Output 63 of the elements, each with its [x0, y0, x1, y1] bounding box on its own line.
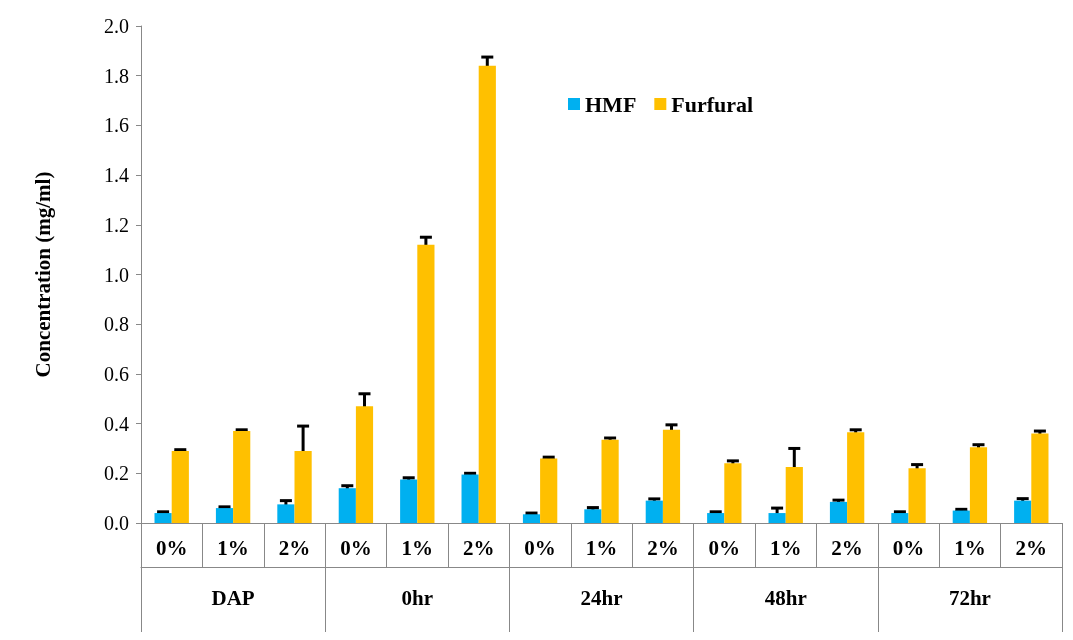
legend-label: Furfural — [671, 91, 754, 117]
bar — [355, 406, 374, 523]
bar — [417, 244, 435, 523]
bar — [847, 432, 865, 523]
y-tick-label: 1.0 — [104, 263, 129, 286]
y-tick-label: 0.8 — [104, 313, 129, 336]
bar — [645, 500, 663, 523]
bar — [478, 65, 496, 523]
bar — [662, 429, 681, 523]
x-tick-label: 1% — [401, 535, 434, 560]
text: DAP — [211, 585, 255, 610]
legend-label: HMF — [585, 91, 637, 117]
y-tick-label: 2.0 — [104, 15, 129, 37]
bar — [724, 463, 742, 523]
x-tick-label: 0% — [155, 535, 188, 560]
y-tick-label: 0.6 — [104, 362, 129, 385]
bar — [461, 474, 479, 523]
y-tick-label: 1.6 — [104, 114, 129, 137]
bar — [707, 513, 725, 523]
bar — [540, 458, 558, 523]
x-tick-label: 0% — [892, 535, 925, 560]
y-tick-label: 1.2 — [104, 213, 129, 236]
bar — [277, 504, 295, 523]
y-tick-label: 0.0 — [104, 512, 129, 534]
text: 0hr — [401, 585, 434, 610]
y-tick-label: 0.4 — [104, 412, 129, 435]
text: 48hr — [764, 585, 807, 610]
bar — [891, 513, 909, 523]
bar — [829, 501, 848, 523]
bar — [154, 513, 172, 523]
bar — [601, 439, 619, 523]
bar — [171, 450, 189, 523]
bar — [952, 510, 970, 523]
bar — [233, 431, 251, 523]
x-tick-label: 2% — [462, 535, 495, 560]
x-tick-label: 1% — [585, 535, 618, 560]
x-tick-label: 0% — [708, 535, 741, 560]
bar — [338, 488, 356, 523]
text: 24hr — [580, 585, 623, 610]
bar — [294, 450, 312, 523]
bar — [908, 468, 926, 523]
x-tick-label: 0% — [340, 535, 372, 560]
x-tick-label: 2% — [278, 535, 311, 560]
bar — [1031, 433, 1049, 523]
y-tick-label: 0.2 — [104, 462, 129, 485]
y-axis-title: Concentration (mg/ml) — [30, 171, 55, 378]
bar — [522, 514, 541, 523]
x-tick-label: 2% — [831, 535, 863, 560]
x-tick-label: 1% — [954, 535, 986, 560]
x-tick-label: 0% — [524, 535, 556, 560]
x-tick-label: 2% — [1015, 535, 1048, 560]
bar — [215, 508, 234, 523]
bar — [400, 479, 418, 523]
bar — [584, 509, 602, 523]
bar — [969, 447, 988, 523]
x-tick-label: 2% — [647, 535, 679, 560]
text: 72hr — [948, 585, 991, 610]
bar — [785, 467, 803, 523]
bar — [1014, 500, 1032, 523]
x-tick-label: 1% — [769, 535, 802, 560]
y-tick-label: 1.4 — [104, 164, 129, 187]
x-tick-label: 1% — [217, 535, 249, 560]
y-tick-label: 1.8 — [104, 64, 129, 87]
